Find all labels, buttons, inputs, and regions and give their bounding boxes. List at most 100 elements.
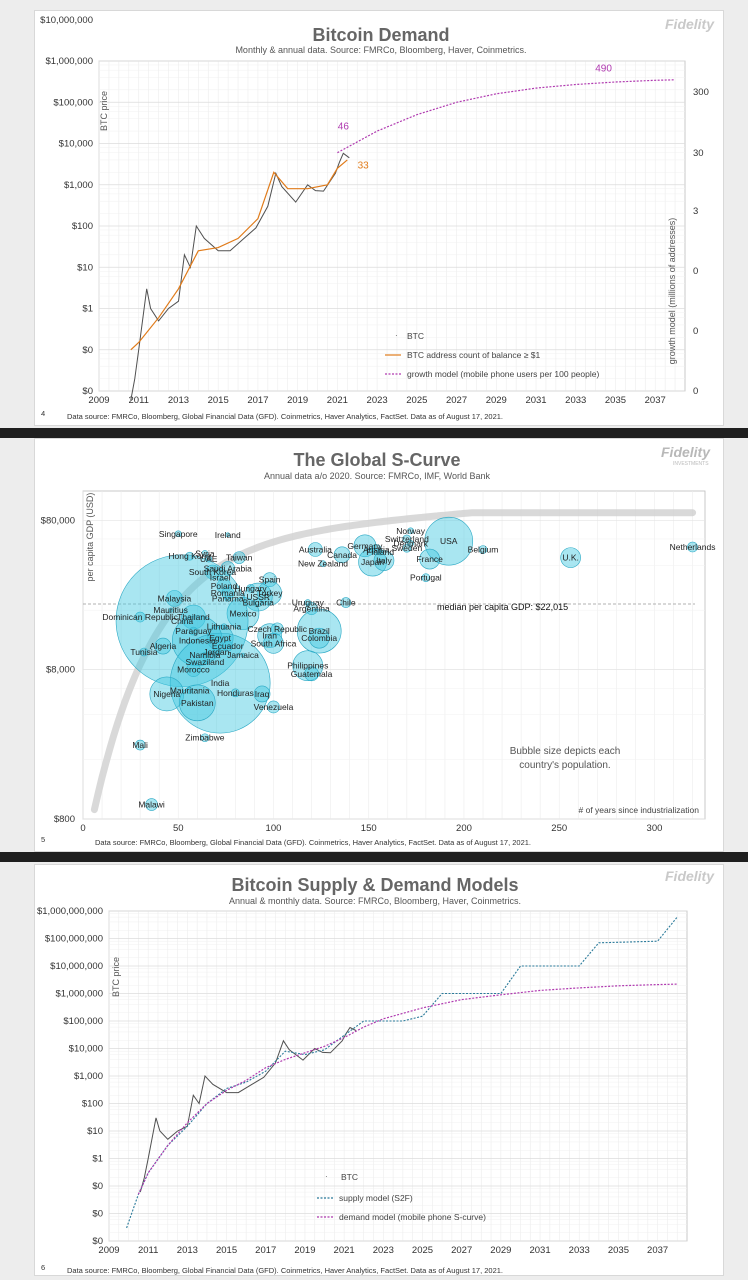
data-source-footnote: Data source: FMRCo, Bloomberg, Global Fi… bbox=[67, 412, 504, 421]
bubble-label: Pakistan bbox=[181, 698, 214, 708]
x-tick-label: 2023 bbox=[367, 395, 388, 406]
bubble-point bbox=[202, 659, 208, 665]
x-tick-label: 2017 bbox=[247, 395, 268, 406]
bubble-label: Ireland bbox=[215, 530, 241, 540]
x-tick-label: 100 bbox=[266, 823, 282, 834]
bubble-label: Hungary bbox=[235, 583, 268, 593]
bubble-point bbox=[216, 578, 232, 594]
bubble-label: China bbox=[171, 616, 193, 626]
fidelity-logo: Fidelity bbox=[665, 868, 715, 884]
bubble-label: Iraq bbox=[255, 689, 270, 699]
x-tick-label: 2027 bbox=[451, 1245, 472, 1256]
x-tick-label: 2037 bbox=[647, 1245, 668, 1256]
legend-marker-btc: · bbox=[395, 331, 398, 340]
bubble-label: Netherlands bbox=[670, 542, 716, 552]
bubble-label: USSR bbox=[246, 592, 270, 602]
annotation-490: 490 bbox=[595, 64, 612, 75]
bubble-point bbox=[478, 545, 488, 554]
bubble-point bbox=[424, 516, 474, 566]
y-tick-label: $10,000,000 bbox=[40, 15, 93, 26]
y-tick-label: $100,000 bbox=[63, 1016, 103, 1027]
bubble-point bbox=[134, 739, 146, 751]
bubble-label: Chile bbox=[336, 598, 356, 608]
bubble-point bbox=[178, 684, 216, 722]
bubble-label: Thailand bbox=[177, 612, 210, 622]
y-tick-label: $10 bbox=[77, 262, 93, 273]
fidelity-logo-sub: INVESTMENTS bbox=[673, 461, 709, 467]
x-tick-label: 50 bbox=[173, 823, 184, 834]
bubble-point bbox=[333, 546, 351, 564]
bubble-label: USA bbox=[440, 536, 458, 546]
bubble-label: Jordan bbox=[203, 647, 229, 657]
x-tick-label: 2013 bbox=[168, 395, 189, 406]
bubble-point bbox=[687, 541, 698, 553]
bubble-label: Canada bbox=[327, 550, 357, 560]
bubble-label: U.K. bbox=[562, 553, 579, 563]
bubble-label: Saudi Arabia bbox=[204, 564, 252, 574]
x-tick-label: 2027 bbox=[446, 395, 467, 406]
y-axis-label: BTC price bbox=[111, 957, 121, 997]
y-tick-label: $10 bbox=[87, 1126, 103, 1137]
bubble-label: Ecuador bbox=[212, 641, 244, 651]
bubble-point bbox=[221, 586, 235, 600]
bubble-label: South Africa bbox=[251, 638, 297, 648]
bubble-point bbox=[308, 542, 323, 557]
bubble-point bbox=[296, 608, 342, 654]
x-tick-label: 2025 bbox=[412, 1245, 433, 1256]
bubble-label: Switzerland bbox=[385, 534, 429, 544]
bubble-point bbox=[246, 584, 255, 593]
bubble-label: Israel bbox=[210, 573, 231, 583]
bubble-point bbox=[232, 551, 246, 564]
bubble-point bbox=[201, 550, 209, 557]
bubble-label: Hong Kong bbox=[168, 551, 211, 561]
bubble-point bbox=[212, 647, 221, 657]
y-tick-label: $10,000 bbox=[59, 139, 93, 150]
chart-subtitle: Annual & monthly data. Source: FMRCo, Bl… bbox=[229, 896, 521, 906]
median-label: median per capita GDP: $22,015 bbox=[437, 602, 568, 612]
global-s-curve-panel: The Global S-Curve Annual data a/o 2020.… bbox=[34, 438, 724, 852]
x-tick-label: 2011 bbox=[129, 395, 149, 406]
bubble-label: Sweden bbox=[391, 543, 422, 553]
page-number: 5 bbox=[41, 835, 46, 844]
x-tick-label: 2029 bbox=[486, 395, 507, 406]
x-tick-label: 2035 bbox=[608, 1245, 629, 1256]
bubble-label: Turkey bbox=[257, 588, 283, 598]
bubble-label: Mauritius bbox=[153, 605, 187, 615]
bubble-label: Indonesia bbox=[179, 636, 216, 646]
chart-title: Bitcoin Supply & Demand Models bbox=[231, 875, 518, 895]
bubble-point bbox=[243, 582, 273, 612]
bubble-label: Morocco bbox=[177, 665, 210, 675]
bubble-label: Australia bbox=[299, 544, 332, 554]
data-source-footnote: Data source: FMRCo, Bloomberg, Global Fi… bbox=[67, 1266, 504, 1275]
bubble-label: Brazil bbox=[309, 626, 330, 636]
bubble-label: New Zealand bbox=[298, 559, 348, 569]
y2-tick-label: 0 bbox=[693, 326, 698, 337]
y-tick-label: $1 bbox=[82, 304, 93, 315]
bitcoin-demand-panel: Bitcoin Demand Monthly & annual data. So… bbox=[34, 10, 724, 426]
global-s-curve-chart: The Global S-Curve Annual data a/o 2020.… bbox=[41, 444, 716, 834]
y-tick-label: $1 bbox=[92, 1154, 103, 1165]
bubble-label: Zimbabwe bbox=[185, 733, 224, 743]
y-tick-label: $0 bbox=[82, 345, 93, 356]
fidelity-logo: Fidelity bbox=[661, 444, 711, 460]
panel-separator bbox=[0, 428, 748, 438]
legend-label-demand: demand model (mobile phone S-curve) bbox=[339, 1212, 486, 1222]
bubble-label: Egypt bbox=[209, 633, 231, 643]
bubble-point bbox=[186, 662, 201, 677]
x-tick-label: 2031 bbox=[525, 395, 546, 406]
bubble-point bbox=[205, 564, 220, 580]
bubble-point bbox=[168, 607, 173, 613]
x-tick-label: 2033 bbox=[565, 395, 586, 406]
bubble-label: Mauritania bbox=[170, 686, 210, 696]
bubble-point bbox=[201, 651, 209, 659]
panel-separator bbox=[0, 852, 748, 862]
supply-model-line bbox=[126, 916, 678, 1229]
plot-area bbox=[82, 490, 706, 820]
y2-axis-label: growth model (millions of addresses) bbox=[667, 218, 677, 365]
x-tick-label: 2031 bbox=[529, 1245, 550, 1256]
bubble-label: Dominican Republic bbox=[102, 612, 178, 622]
bubble-point bbox=[166, 590, 183, 607]
x-tick-label: 2017 bbox=[255, 1245, 276, 1256]
x-tick-label: 2023 bbox=[373, 1245, 394, 1256]
bubble-label: Romania bbox=[211, 588, 245, 598]
